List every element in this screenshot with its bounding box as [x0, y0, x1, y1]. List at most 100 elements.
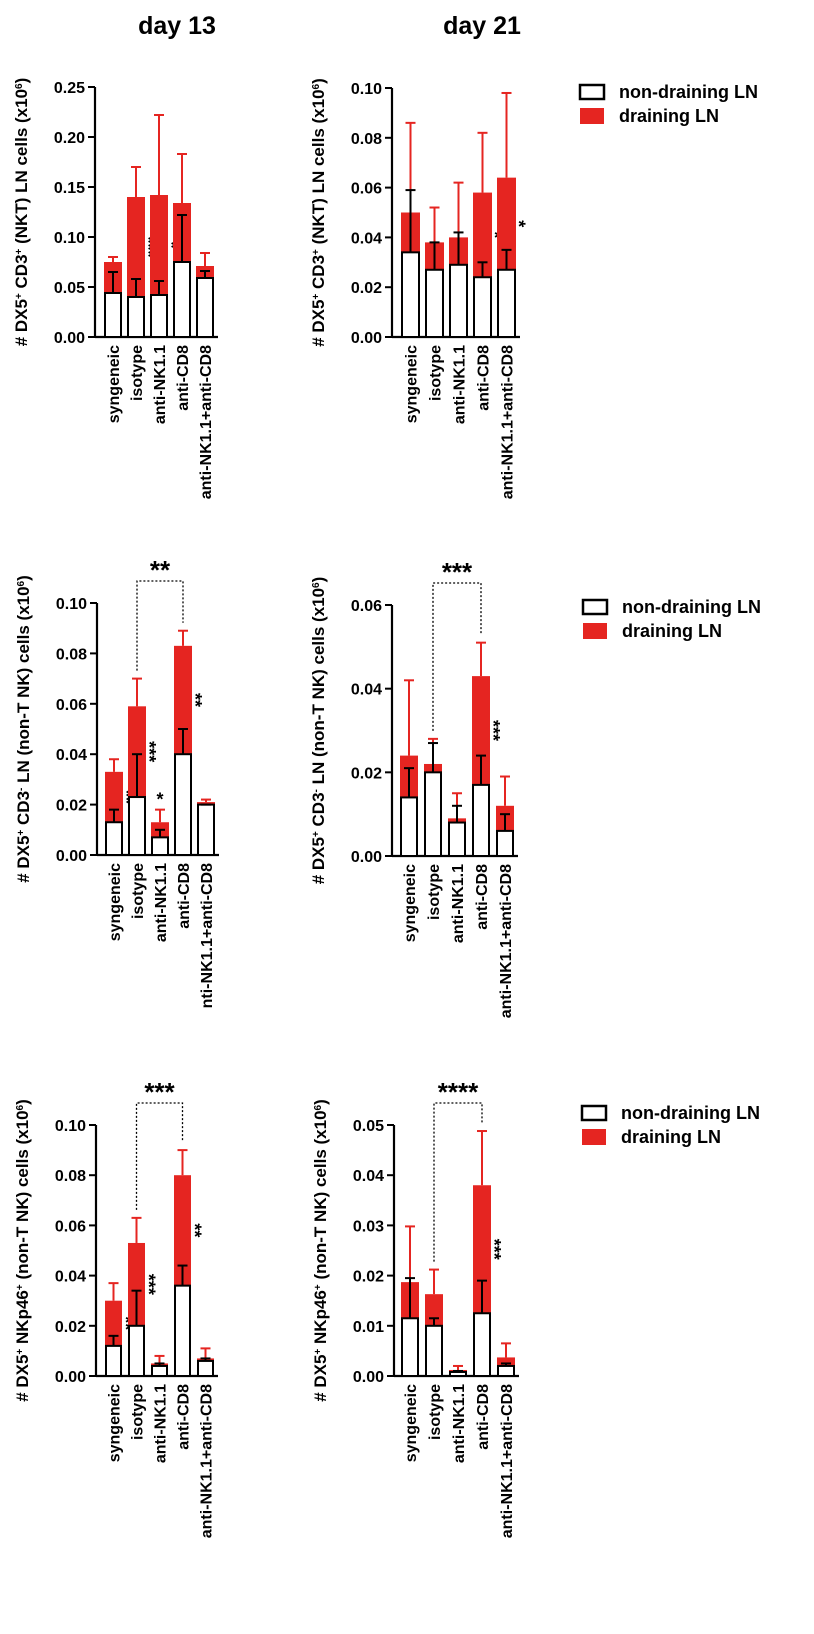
legend-label-draining: draining LN [622, 621, 722, 641]
y-axis-label: # DX5+ CD3- LN (non-T NK) cells (x106) [14, 575, 33, 883]
y-tick-label: 0.00 [351, 330, 382, 347]
significance-mark: * [509, 220, 529, 227]
comparison-label: **** [438, 1077, 479, 1107]
legend-swatch-draining [583, 623, 607, 639]
significance-mark: *** [139, 741, 159, 762]
chart-panel-3: 0.00 0.02 0.04 0.06 0.08 0.10 # DX5+ CD3- LN (… [14, 555, 219, 1008]
y-tick-label: 0.02 [56, 798, 87, 815]
bar-non-draining [197, 1359, 214, 1377]
y-tick-label: 0.00 [56, 848, 87, 865]
bar-non-draining [104, 292, 122, 338]
x-tick-label: anti-NK1.1 [450, 864, 467, 943]
x-tick-label: anti-CD8 [175, 345, 192, 411]
y-tick-label: 0.04 [351, 230, 382, 247]
comparison-label: *** [144, 1077, 175, 1107]
chart-panel-2: 0.00 0.02 0.04 0.06 0.08 0.10 # DX5+ CD3+ (NKT… [309, 78, 758, 499]
column-title-day13: day 13 [138, 12, 216, 40]
legend-swatch-non-draining [578, 83, 606, 101]
significance-mark: *** [139, 1274, 159, 1295]
significance-mark: ** [185, 693, 205, 707]
y-tick-label: 0.05 [54, 280, 85, 297]
x-tick-label: anti-NK1.1 [153, 863, 170, 942]
legend-swatch-draining [580, 108, 604, 124]
y-tick-label: 0.02 [353, 1269, 384, 1286]
comparison-label: ** [150, 555, 171, 585]
legend: non-draining LN draining LN [578, 82, 758, 126]
x-tick-label: anti-NK1.1 [451, 1384, 468, 1463]
x-tick-label: anti-CD8 [475, 1384, 492, 1450]
bar-non-draining [425, 268, 444, 338]
legend: non-draining LN draining LN [581, 597, 761, 641]
x-tick-label: anti-NK1.1+anti-CD8 [500, 345, 517, 499]
y-tick-label: 0.04 [55, 1269, 86, 1286]
bar-non-draining [496, 829, 514, 858]
bar-non-draining [497, 268, 516, 338]
bar-non-draining [173, 261, 191, 338]
y-tick-label: 0.01 [353, 1319, 384, 1336]
x-tick-label: anti-CD8 [476, 345, 493, 411]
bar-non-draining [472, 783, 490, 858]
x-tick-label: syngeneic [106, 345, 123, 423]
legend-label-non-draining: non-draining LN [622, 597, 761, 617]
legend-swatch-draining [582, 1129, 606, 1145]
legend-swatch-non-draining [580, 1104, 608, 1122]
x-tick-label: isotype [130, 1384, 147, 1440]
legend-label-draining: draining LN [619, 106, 719, 126]
y-tick-label: 0.04 [353, 1168, 384, 1185]
x-tick-label: anti-NK1.1+anti-CD8 [199, 1384, 216, 1538]
bar-non-draining [196, 277, 214, 338]
x-tick-label: anti-NK1.1+anti-CD8 [198, 345, 215, 499]
chart-panel-1: 0.00 0.05 0.10 0.15 0.20 0.25 # DX5+ CD3+ (NKT… [12, 78, 218, 499]
y-tick-label: 0.02 [55, 1319, 86, 1336]
comparison-bracket [432, 582, 482, 731]
y-tick-label: 0.08 [55, 1168, 86, 1185]
y-tick-label: 0.05 [353, 1118, 384, 1135]
y-tick-label: 0.00 [54, 330, 85, 347]
y-axis-label: # DX5+ CD3+ (NKT) LN cells (x106) [309, 78, 328, 347]
y-tick-label: 0.00 [55, 1369, 86, 1386]
bar-non-draining [425, 1324, 443, 1378]
bar-non-draining [105, 821, 123, 856]
legend-label-draining: draining LN [621, 1127, 721, 1147]
bar-non-draining [128, 1324, 145, 1378]
legend: non-draining LN draining LN [580, 1103, 760, 1147]
x-tick-label: anti-NK1.1 [452, 345, 469, 424]
x-tick-label: isotype [130, 863, 147, 919]
y-tick-label: 0.04 [351, 682, 382, 699]
y-axis-label: # DX5+ CD3- LN (non-T NK) cells (x106) [309, 577, 328, 885]
bar-non-draining [473, 276, 492, 338]
x-tick-label: isotype [427, 1384, 444, 1440]
bar-non-draining [127, 296, 145, 338]
comparison-bracket [136, 580, 184, 671]
y-axis-label: # DX5+ CD3+ (NKT) LN cells (x106) [12, 78, 31, 347]
y-tick-label: 0.10 [54, 230, 85, 247]
x-tick-label: isotype [428, 345, 445, 401]
bar-non-draining [400, 796, 418, 858]
legend-label-non-draining: non-draining LN [619, 82, 758, 102]
x-tick-label: isotype [129, 345, 146, 401]
y-axis-label: # DX5+ NKp46+ (non-T NK) cells (x106) [311, 1099, 330, 1402]
bar-non-draining [401, 251, 420, 338]
x-tick-label: anti-CD8 [474, 864, 491, 930]
x-tick-label: isotype [426, 864, 443, 920]
x-tick-label: anti-NK1.1 [152, 345, 169, 424]
y-tick-label: 0.02 [351, 280, 382, 297]
x-tick-label: syngeneic [402, 864, 419, 942]
bar-non-draining [197, 803, 215, 856]
y-axis-label: # DX5+ NKp46+ (non-T NK) cells (x106) [13, 1099, 32, 1402]
chart-panel-5: 0.00 0.02 0.04 0.06 0.08 0.10 # DX5+ NKp46+ (n… [13, 1077, 218, 1538]
bar-non-draining [473, 1312, 491, 1377]
y-tick-label: 0.04 [56, 747, 87, 764]
x-tick-label: anti-CD8 [176, 1384, 193, 1450]
bar-non-draining [424, 771, 442, 857]
y-tick-label: 0.20 [54, 130, 85, 147]
y-tick-label: 0.15 [54, 180, 85, 197]
bar-non-draining [497, 1364, 515, 1377]
y-tick-label: 0.08 [351, 131, 382, 148]
comparison-bracket [135, 1102, 184, 1210]
bar-non-draining [401, 1317, 419, 1378]
x-tick-label: syngeneic [403, 1384, 420, 1462]
x-tick-label: syngeneic [107, 863, 124, 941]
x-tick-label: syngeneic [404, 345, 421, 423]
